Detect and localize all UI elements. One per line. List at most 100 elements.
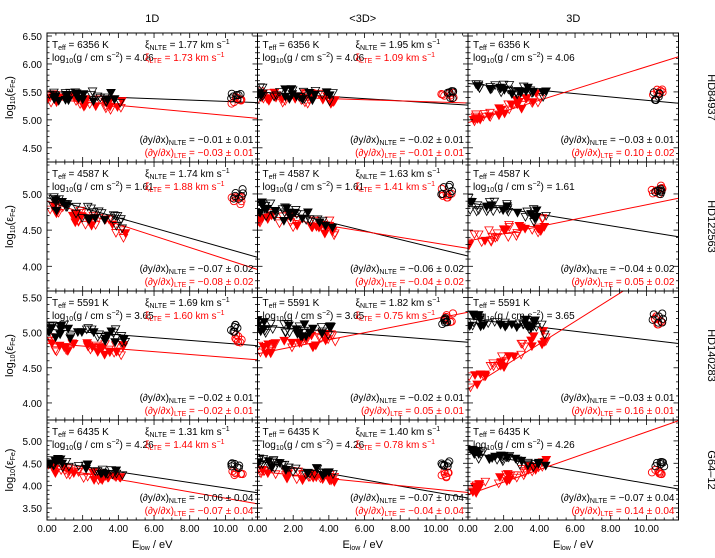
x-axis-label: Elow / eV xyxy=(132,539,173,552)
point-fe1-nlte xyxy=(307,96,318,106)
xi-nlte-label: ξNLTE = 1.31 km s−1 xyxy=(145,426,230,439)
point-fe1-lte xyxy=(498,225,509,235)
y-tick-label: 5.00 xyxy=(23,190,43,201)
logg-label: log10(g / cm s−2) = 1.61 xyxy=(473,181,575,194)
point-fe1-lte xyxy=(516,350,527,360)
point-fe1-nlte xyxy=(267,325,278,335)
logg-label: log10(g / cm s−2) = 3.65 xyxy=(263,310,365,323)
slope-nlte-label: (∂y/∂x)NLTE = −0.03 ± 0.01 xyxy=(561,393,675,405)
point-fe1-nlte xyxy=(531,206,542,216)
point-fe1-nlte xyxy=(323,331,334,340)
point-fe1-nlte xyxy=(304,89,315,98)
xi-lte-label: ξLTE = 1.60 km s−1 xyxy=(145,310,225,323)
point-fe2-nlte xyxy=(649,88,658,97)
x-tick-label: 10.00 xyxy=(423,524,448,535)
point-fe1-lte xyxy=(80,220,91,230)
point-fe1-nlte xyxy=(468,322,475,331)
point-fe1-nlte xyxy=(55,325,66,335)
y-tick-label: 6.00 xyxy=(23,60,43,71)
teff-label: Teff = 4587 K xyxy=(473,169,530,181)
point-fe1-lte xyxy=(274,219,285,229)
point-fe1-lte xyxy=(111,229,121,238)
xi-lte-label: ξLTE = 1.09 km s−1 xyxy=(356,52,436,65)
teff-label: Teff = 5591 K xyxy=(52,298,109,310)
point-fe1-lte xyxy=(261,349,271,359)
point-fe1-lte xyxy=(480,477,491,487)
point-fe2-nlte xyxy=(234,194,243,203)
point-fe1-nlte xyxy=(504,81,515,90)
teff-label: Teff = 4587 K xyxy=(52,169,109,181)
point-fe2-lte xyxy=(236,338,245,347)
point-fe1-lte xyxy=(263,340,274,350)
point-fe1-nlte xyxy=(309,470,320,479)
star-label: HD140283 xyxy=(705,329,715,382)
point-fe1-lte xyxy=(268,339,279,349)
point-fe1-lte xyxy=(319,229,330,239)
point-fe1-nlte xyxy=(473,446,483,456)
x-tick-label: 6.00 xyxy=(144,524,164,535)
point-fe1-nlte xyxy=(60,89,71,99)
point-fe1-nlte xyxy=(495,320,506,330)
teff-label: Teff = 6356 K xyxy=(263,40,320,52)
y-axis-label: log10(εFe) xyxy=(4,76,17,119)
point-fe1-nlte xyxy=(502,206,513,215)
point-fe1-lte xyxy=(51,347,62,357)
point-fe1-nlte xyxy=(50,333,61,343)
point-fe1-lte xyxy=(105,106,116,115)
point-fe1-nlte xyxy=(82,202,93,212)
point-fe1-lte xyxy=(291,475,302,485)
point-fe1-nlte xyxy=(47,322,55,332)
y-axis-label: log10(εFe) xyxy=(4,205,17,248)
point-fe1-nlte xyxy=(299,326,310,336)
point-fe1-nlte xyxy=(497,457,508,467)
point-fe1-nlte xyxy=(53,454,63,464)
x-tick-label: 2.00 xyxy=(73,524,93,535)
logg-label: log10(g / cm s−2) = 4.06 xyxy=(263,52,365,65)
point-fe1-nlte xyxy=(269,92,279,102)
point-fe1-nlte xyxy=(96,209,107,219)
point-fe1-nlte xyxy=(524,325,535,335)
xi-lte-label: ξLTE = 1.44 km s−1 xyxy=(145,439,225,452)
point-fe2-nlte xyxy=(236,89,245,99)
point-fe1-lte xyxy=(297,470,308,480)
point-fe1-nlte xyxy=(302,469,313,479)
point-fe1-lte xyxy=(476,238,487,248)
x-tick-label: 0.00 xyxy=(458,524,478,535)
point-fe1-lte xyxy=(506,100,517,110)
y-tick-label: 4.00 xyxy=(23,399,43,410)
point-fe1-nlte xyxy=(490,452,500,462)
point-fe1-lte xyxy=(468,372,475,382)
y-tick-label: 4.50 xyxy=(23,364,43,375)
x-axis-label: Elow / eV xyxy=(343,539,384,552)
xi-nlte-label: ξNLTE = 1.74 km s−1 xyxy=(145,168,230,181)
point-fe1-nlte xyxy=(259,327,270,336)
slope-lte-label: (∂y/∂x)LTE = 0.10 ± 0.02 xyxy=(571,148,674,160)
slope-lte-label: (∂y/∂x)LTE = 0.16 ± 0.01 xyxy=(571,406,674,418)
point-fe1-nlte xyxy=(499,85,510,95)
logg-label: log10(g / cm s−2) = 4.26 xyxy=(263,439,365,452)
star-label: HD122563 xyxy=(705,200,715,253)
point-fe1-nlte xyxy=(71,89,82,99)
y-axis-label: log10(εFe) xyxy=(4,449,17,492)
point-fe1-nlte xyxy=(299,95,310,104)
point-fe1-nlte xyxy=(292,329,303,339)
point-fe1-lte xyxy=(512,100,523,110)
point-fe1-lte xyxy=(75,206,86,216)
point-fe1-nlte xyxy=(489,318,500,327)
point-fe2-nlte xyxy=(649,310,658,319)
point-fe1-nlte xyxy=(305,217,316,227)
point-fe2-lte xyxy=(442,473,451,482)
x-tick-label: 6.00 xyxy=(565,524,585,535)
point-fe1-lte xyxy=(495,361,506,371)
point-fe1-nlte xyxy=(484,455,495,465)
teff-label: Teff = 4587 K xyxy=(263,169,320,181)
point-fe1-nlte xyxy=(520,213,531,222)
point-fe1-nlte xyxy=(47,321,57,331)
x-tick-label: 10.00 xyxy=(213,524,238,535)
point-fe1-nlte xyxy=(86,204,97,214)
